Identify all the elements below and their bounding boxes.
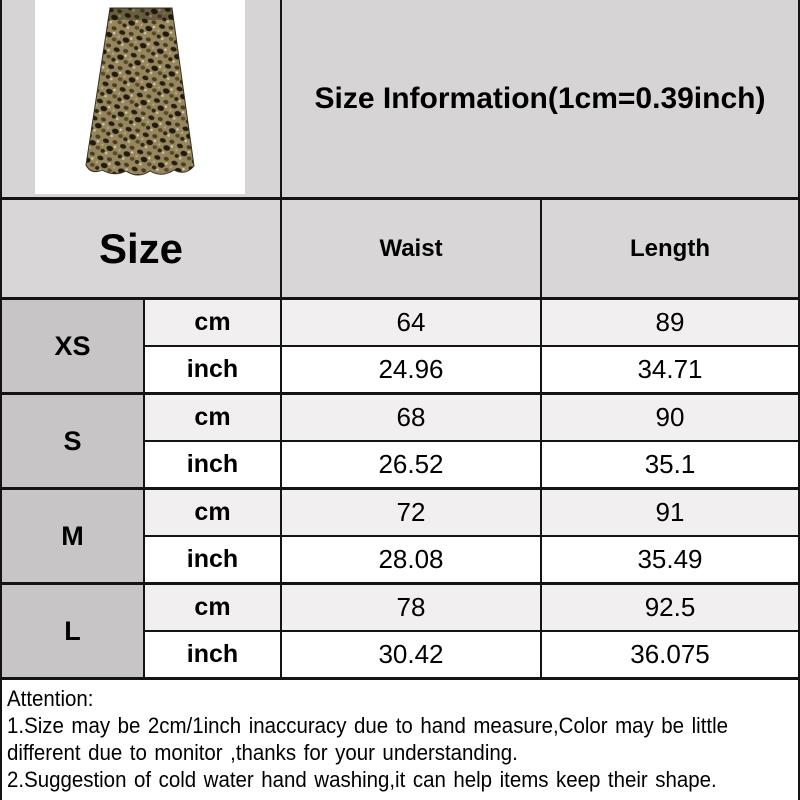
unit-label-cm: cm	[145, 395, 282, 440]
leopard-skirt-icon	[85, 7, 195, 176]
l-inch-row: inch 30.42 36.075	[145, 632, 798, 677]
unit-label-inch: inch	[145, 537, 282, 582]
unit-label-cm: cm	[145, 585, 282, 630]
xs-inch-row: inch 24.96 34.71	[145, 347, 798, 392]
unit-label-inch: inch	[145, 347, 282, 392]
xs-waist-inch: 24.96	[282, 347, 542, 392]
m-length-inch: 35.49	[637, 544, 703, 574]
page-title: Size Information(1cm=0.39inch)	[314, 81, 766, 115]
column-header-length: Length	[630, 234, 710, 262]
l-waist-inch: 30.42	[282, 632, 542, 677]
product-photo	[35, 0, 245, 194]
size-label: S	[2, 395, 145, 487]
column-header-waist: Waist	[282, 200, 542, 297]
s-waist-cm: 68	[282, 395, 542, 440]
table-row-s: S cm 68 90 inch 26.52 35.1	[2, 395, 798, 490]
title-cell: Size Information(1cm=0.39inch)	[282, 0, 798, 197]
unit-label-cm: cm	[145, 300, 282, 345]
s-inch-row: inch 26.52 35.1	[145, 442, 798, 487]
top-section: Size Information(1cm=0.39inch)	[2, 0, 798, 200]
attention-heading: Attention:	[7, 686, 94, 711]
product-image-cell	[2, 0, 282, 197]
m-waist-inch: 28.08	[282, 537, 542, 582]
xs-cm-row: cm 64 89	[145, 300, 798, 347]
table-row-xs: XS cm 64 89 inch 24.96 34.71	[2, 300, 798, 395]
m-waist-cm: 72	[282, 490, 542, 535]
unit-label-inch: inch	[145, 632, 282, 677]
s-cm-row: cm 68 90	[145, 395, 798, 442]
m-cm-row: cm 72 91	[145, 490, 798, 537]
attention-line-2: different due to monitor ,thanks for you…	[7, 740, 518, 765]
size-label: L	[2, 585, 145, 677]
table-row-m: M cm 72 91 inch 28.08 35.49	[2, 490, 798, 585]
attention-notes: Attention: 1.Size may be 2cm/1inch inacc…	[2, 680, 798, 793]
s-waist-inch: 26.52	[282, 442, 542, 487]
m-length-cm: 91	[655, 497, 685, 527]
xs-length-inch: 34.71	[637, 354, 703, 384]
xs-length-cm: 89	[655, 307, 685, 337]
size-label: M	[2, 490, 145, 582]
l-waist-cm: 78	[282, 585, 542, 630]
attention-line-1: 1.Size may be 2cm/1inch inaccuracy due t…	[7, 713, 728, 738]
l-length-inch: 36.075	[630, 639, 710, 669]
l-cm-row: cm 78 92.5	[145, 585, 798, 632]
l-length-cm: 92.5	[644, 592, 696, 622]
table-header-row: Size Waist Length	[2, 200, 798, 300]
unit-label-inch: inch	[145, 442, 282, 487]
attention-line-3: 2.Suggestion of cold water hand washing,…	[7, 767, 717, 792]
s-length-cm: 90	[655, 402, 685, 432]
xs-waist-cm: 64	[282, 300, 542, 345]
table-row-l: L cm 78 92.5 inch 30.42 36.075	[2, 585, 798, 680]
s-length-inch: 35.1	[644, 449, 696, 479]
m-inch-row: inch 28.08 35.49	[145, 537, 798, 582]
size-label: XS	[2, 300, 145, 392]
column-header-size: Size	[2, 200, 282, 297]
unit-label-cm: cm	[145, 490, 282, 535]
